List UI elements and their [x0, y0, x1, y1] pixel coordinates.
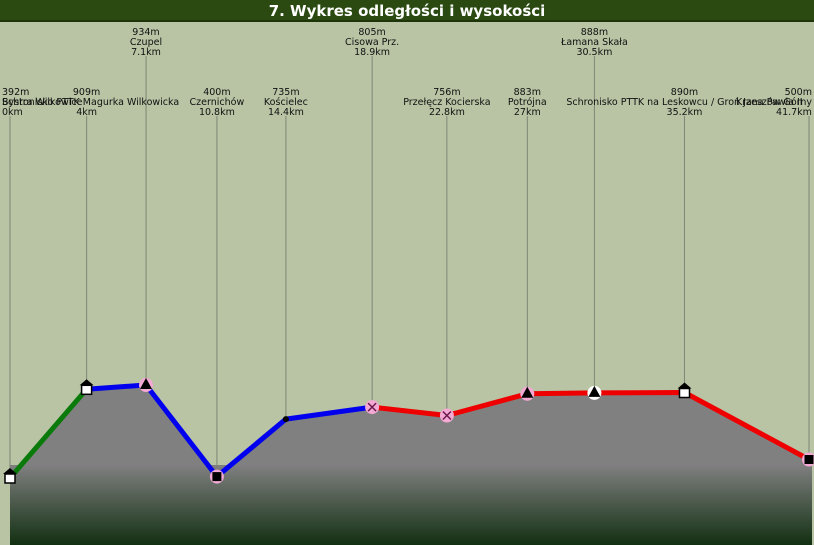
label-elevation-10: 500m — [785, 87, 812, 98]
label-distance-0: 0km — [2, 107, 23, 118]
shelter-icon[interactable] — [677, 382, 692, 399]
label-elevation-0: 392m — [2, 87, 29, 98]
label-elevation-1: 909m — [73, 87, 100, 98]
label-elevation-5: 805m — [358, 27, 385, 38]
pass-icon[interactable] — [439, 408, 454, 423]
label-name-4: Kościelec — [264, 97, 308, 108]
label-name-6: Przełęcz Kocierska — [403, 97, 490, 108]
label-distance-2: 7.1km — [131, 47, 161, 58]
pass-icon[interactable] — [365, 400, 380, 415]
peak-icon[interactable] — [587, 385, 602, 400]
label-name-10: Krzeszów Górny — [736, 97, 812, 108]
label-name-5: Cisowa Prz. — [345, 37, 399, 48]
shelter-icon[interactable] — [79, 379, 94, 396]
label-name-2: Czupel — [130, 37, 162, 48]
point-icon[interactable] — [282, 416, 289, 423]
label-distance-3: 10.8km — [199, 107, 235, 118]
label-name-3: Czernichów — [190, 97, 245, 108]
label-name-8: Łamana Skała — [560, 37, 628, 48]
label-elevation-4: 735m — [272, 87, 299, 98]
label-distance-8: 30.5km — [576, 47, 612, 58]
town-icon[interactable] — [802, 452, 814, 467]
peak-icon[interactable] — [520, 386, 535, 401]
peak-icon[interactable] — [139, 378, 153, 392]
trail-segment-0 — [8, 387, 89, 480]
label-elevation-8: 888m — [581, 27, 608, 38]
label-elevation-9: 890m — [671, 87, 698, 98]
label-elevation-6: 756m — [433, 87, 460, 98]
label-distance-1: 4km — [76, 107, 97, 118]
label-name-1: Schronisko PTTK Magurka Wilkowicka — [2, 97, 179, 108]
town-icon[interactable] — [209, 469, 224, 484]
trail-segment-2 — [371, 390, 811, 462]
label-distance-5: 18.9km — [354, 47, 390, 58]
shelter-icon[interactable] — [3, 468, 17, 484]
label-distance-7: 27km — [514, 107, 541, 118]
page-title: 7. Wykres odległości i wysokości — [0, 0, 814, 22]
ground-fade — [10, 465, 812, 545]
label-name-0: Bystra Wilkowice — [2, 97, 83, 108]
label-elevation-2: 934m — [132, 27, 159, 38]
label-name-7: Potrójna — [508, 97, 547, 108]
label-name-9: Schronisko PTTK na Leskowcu / Groń Jana … — [566, 97, 802, 108]
label-distance-6: 22.8km — [429, 107, 465, 118]
label-elevation-3: 400m — [203, 87, 230, 98]
label-distance-10: 41.7km — [776, 107, 812, 118]
label-distance-9: 35.2km — [667, 107, 703, 118]
label-elevation-7: 883m — [514, 87, 541, 98]
label-distance-4: 14.4km — [268, 107, 304, 118]
